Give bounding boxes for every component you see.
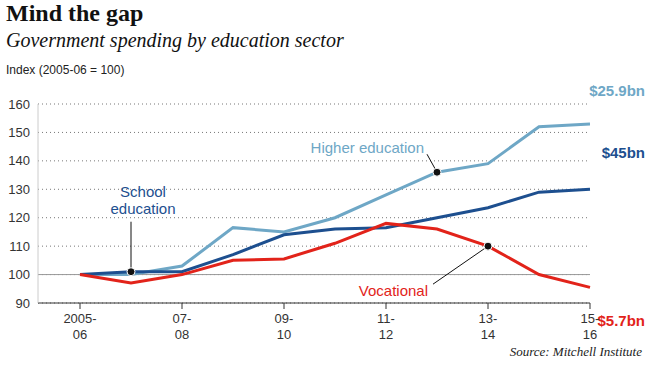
html-text:Government spending by educati: Government spending by education sector (6, 29, 344, 51)
html-text:Index (2005-06 = 100): Index (2005-06 = 100) (6, 63, 125, 77)
svg-text:13-: 13- (479, 311, 498, 326)
svg-text:$5.7bn: $5.7bn (597, 312, 642, 329)
svg-text:12: 12 (379, 327, 393, 342)
svg-text:14: 14 (481, 327, 495, 342)
html-text:Source: Mitchell Institute: Source: Mitchell Institute (509, 344, 642, 359)
svg-text:$25.9bn: $25.9bn (589, 82, 642, 99)
svg-text:07-: 07- (173, 311, 192, 326)
svg-text:11-: 11- (377, 311, 395, 326)
html-text:Mind the gap: Mind the gap (6, 0, 144, 26)
svg-text:2005-: 2005- (63, 311, 96, 326)
svg-text:120: 120 (8, 210, 30, 225)
svg-text:education: education (110, 200, 175, 217)
svg-text:90: 90 (16, 296, 30, 311)
svg-text:Higher education: Higher education (311, 139, 424, 156)
svg-text:Vocational: Vocational (359, 282, 428, 299)
svg-text:09-: 09- (275, 311, 294, 326)
svg-text:10: 10 (277, 327, 291, 342)
svg-text:130: 130 (8, 182, 30, 197)
svg-text:16: 16 (583, 327, 597, 342)
svg-text:School: School (120, 183, 166, 200)
svg-text:15-: 15- (581, 311, 600, 326)
svg-text:100: 100 (8, 267, 30, 282)
svg-text:08: 08 (175, 327, 189, 342)
svg-text:140: 140 (8, 153, 30, 168)
svg-text:06: 06 (73, 327, 87, 342)
svg-text:160: 160 (8, 97, 30, 112)
svg-text:110: 110 (9, 239, 30, 254)
svg-text:150: 150 (8, 125, 30, 140)
svg-text:$45bn: $45bn (602, 144, 642, 161)
